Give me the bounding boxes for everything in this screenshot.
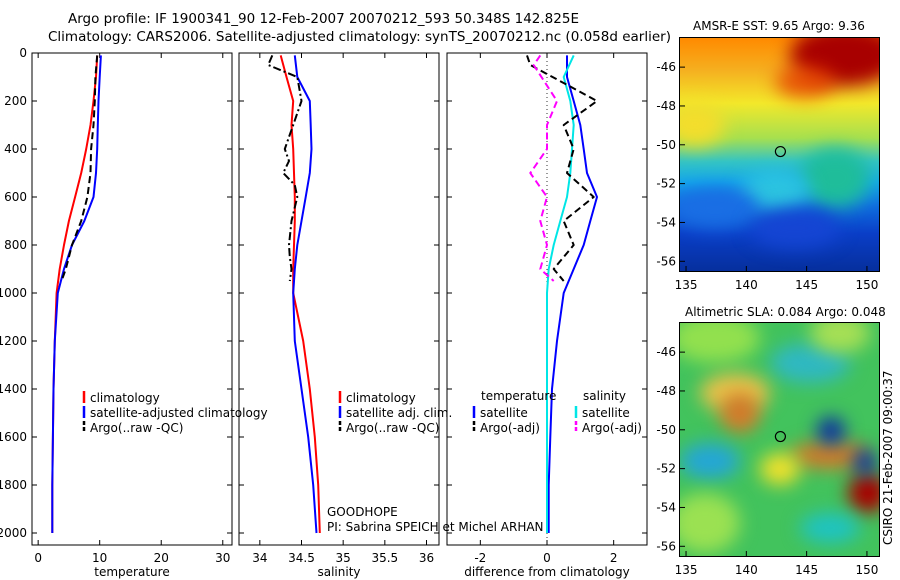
sst-map-title: AMSR-E SST: 9.65 Argo: 9.36 — [693, 19, 865, 33]
y-tick-label: 2000 — [0, 526, 27, 540]
y-tick-label: 200 — [4, 94, 27, 108]
sla-map — [679, 322, 880, 557]
y-tick-label: 400 — [4, 142, 27, 156]
y-tick-label: 0 — [19, 46, 27, 60]
series-line — [279, 55, 321, 534]
y-tick-label: 1600 — [0, 430, 27, 444]
legend-entry-label: satellite — [480, 406, 528, 420]
legend-entry-label: satellite adj. clim. — [346, 406, 452, 420]
series-line — [51, 55, 102, 533]
y-tick-label: 1200 — [0, 334, 27, 348]
panel-temperature: 0 10 20 30 0 200 400 600 800 1000 1200 1400 1600 1800… — [0, 46, 233, 579]
series-line — [526, 55, 598, 282]
plot-frame — [238, 52, 440, 546]
x-axis-label: temperature — [94, 565, 169, 579]
x-tick-label: -2 — [474, 551, 486, 565]
y-tick-label: 1400 — [0, 382, 27, 396]
plot-frame — [31, 52, 233, 546]
legend-entry-label: Argo(..raw -QC) — [346, 421, 439, 435]
x-tick-label: 0 — [543, 551, 551, 565]
series-line — [529, 54, 558, 282]
legend-entry-label: Argo(..raw -QC) — [90, 421, 183, 435]
sst-map — [679, 37, 880, 272]
pi-label: PI: Sabrina SPEICH et Michel ARHAN — [327, 520, 544, 534]
x-tick-label: 30 — [215, 551, 230, 565]
legend-entry-label: climatology — [90, 391, 160, 405]
legend-entry-label: Argo(-adj) — [480, 421, 540, 435]
x-tick-label: 35 — [336, 551, 351, 565]
legend-header: salinity — [583, 389, 626, 403]
y-tick-label: 1000 — [0, 286, 27, 300]
x-tick-label: 10 — [92, 551, 107, 565]
series-line — [292, 55, 318, 534]
x-tick-label: 34 — [252, 551, 267, 565]
series-line — [267, 55, 303, 282]
x-tick-label: 34.5 — [288, 551, 315, 565]
legend-entry-label: satellite — [582, 406, 630, 420]
y-tick-label: 1800 — [0, 478, 27, 492]
x-axis-label: difference from climatology — [464, 565, 630, 579]
legend-entry-label: Argo(-adj) — [582, 421, 642, 435]
series-line — [546, 54, 575, 533]
legend-entry-label: climatology — [346, 391, 416, 405]
header-line-2: Climatology: CARS2006. Satellite-adjuste… — [48, 29, 671, 45]
legend-header: temperature — [481, 389, 556, 403]
sla-map-title: Altimetric SLA: 0.084 Argo: 0.048 — [685, 305, 886, 319]
header-line-1: Argo profile: IF 1900341_90 12-Feb-2007 … — [68, 11, 579, 27]
legend-entry-label: satellite-adjusted climatology — [90, 406, 268, 420]
x-tick-label: 2 — [610, 551, 618, 565]
credit-label: CSIRO 21-Feb-2007 09:00:37 — [881, 370, 895, 545]
project-label: GOODHOPE — [327, 505, 398, 519]
x-axis-label: salinity — [317, 565, 360, 579]
x-tick-label: 35.5 — [371, 551, 398, 565]
x-tick-label: 20 — [154, 551, 169, 565]
series-line — [547, 55, 598, 533]
y-tick-label: 600 — [4, 190, 27, 204]
x-tick-label: 36 — [419, 551, 434, 565]
panel-salinity: 34 34.5 35 35.5 36 salinity — [238, 52, 440, 579]
series-line — [60, 55, 99, 282]
y-tick-label: 800 — [4, 238, 27, 252]
x-tick-label: 0 — [34, 551, 42, 565]
